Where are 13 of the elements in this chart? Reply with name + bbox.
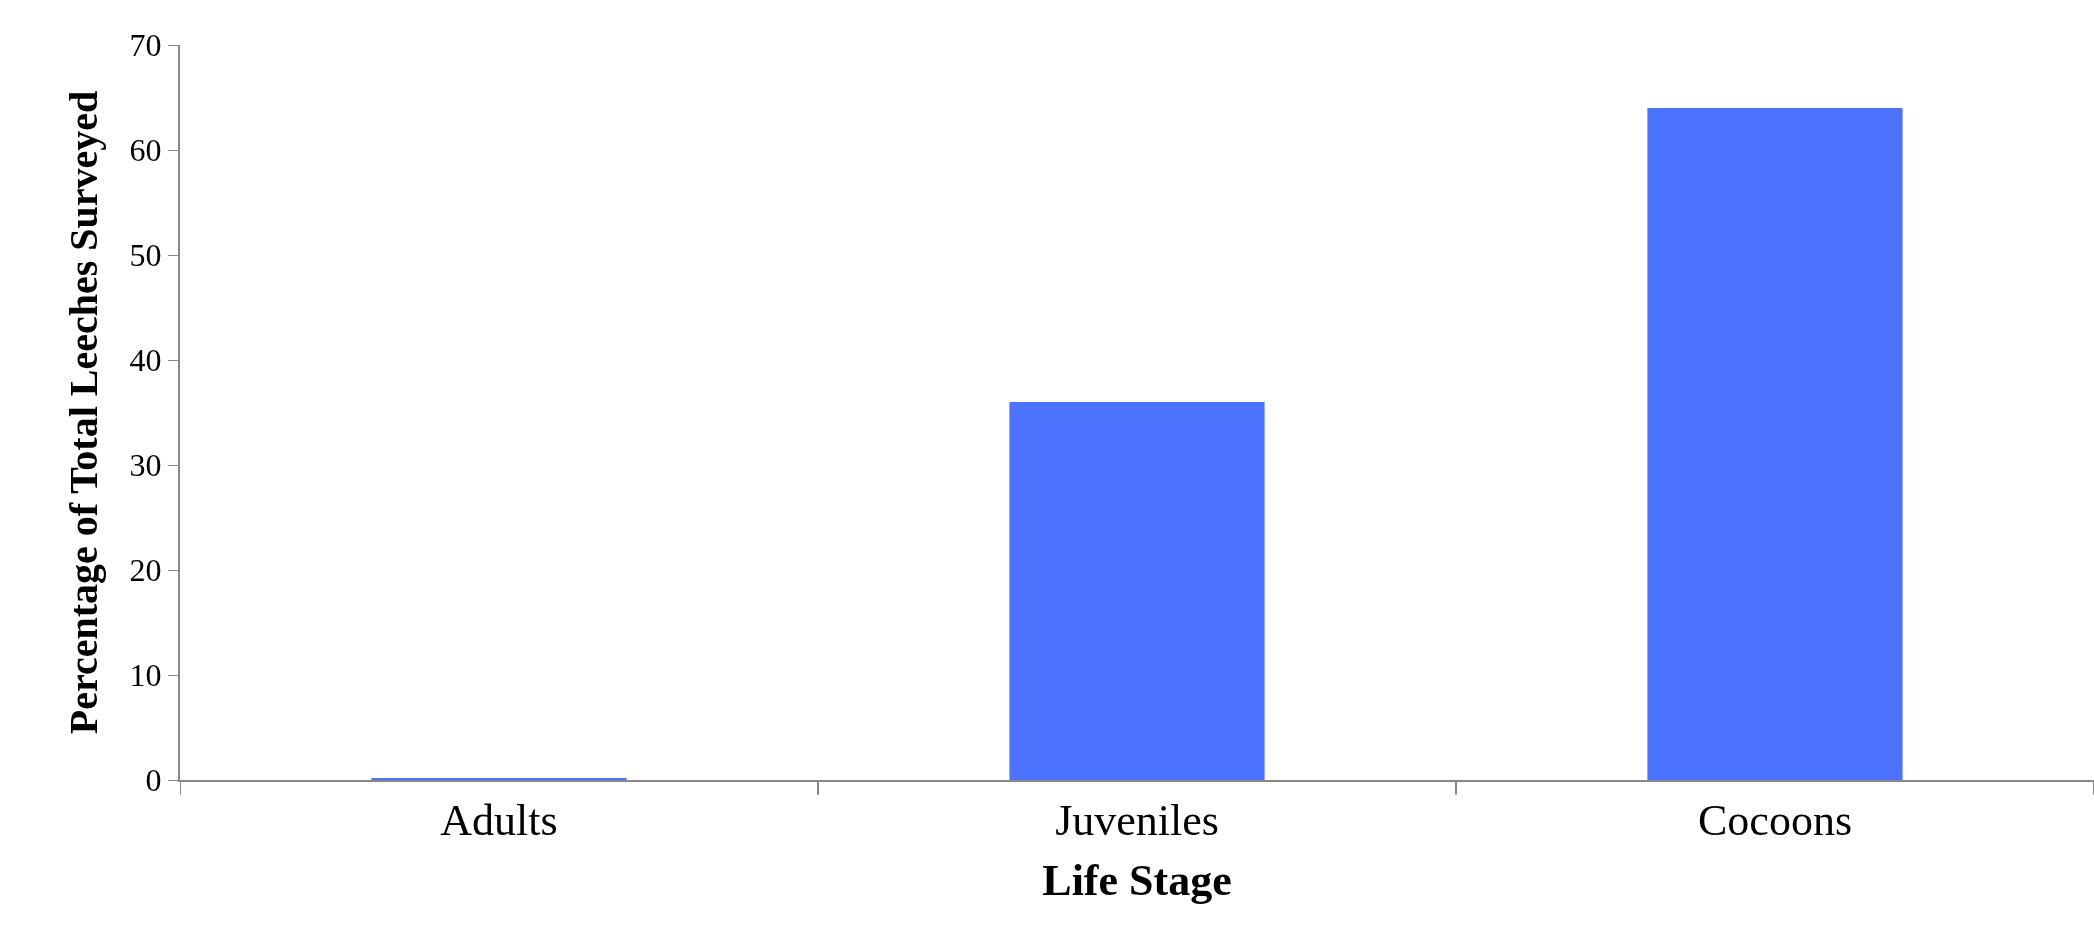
y-tick-label: 0 [145, 762, 162, 799]
y-tick-label: 10 [129, 657, 162, 694]
y-tick-label: 70 [129, 27, 162, 64]
x-tick-label: Juveniles [1055, 795, 1219, 845]
x-axis-title: Life Stage [1042, 855, 1232, 905]
x-tick-label: Cocoons [1698, 795, 1852, 845]
y-tick-label: 60 [129, 132, 162, 169]
y-tick-label: 30 [129, 447, 162, 484]
y-tick-label: 50 [129, 237, 162, 274]
y-tick-label: 20 [129, 552, 162, 589]
y-tick-label: 40 [129, 342, 162, 379]
y-axis-title: Percentage of Total Leeches Surveyed [60, 90, 106, 735]
x-tick-label: Adults [440, 795, 558, 845]
